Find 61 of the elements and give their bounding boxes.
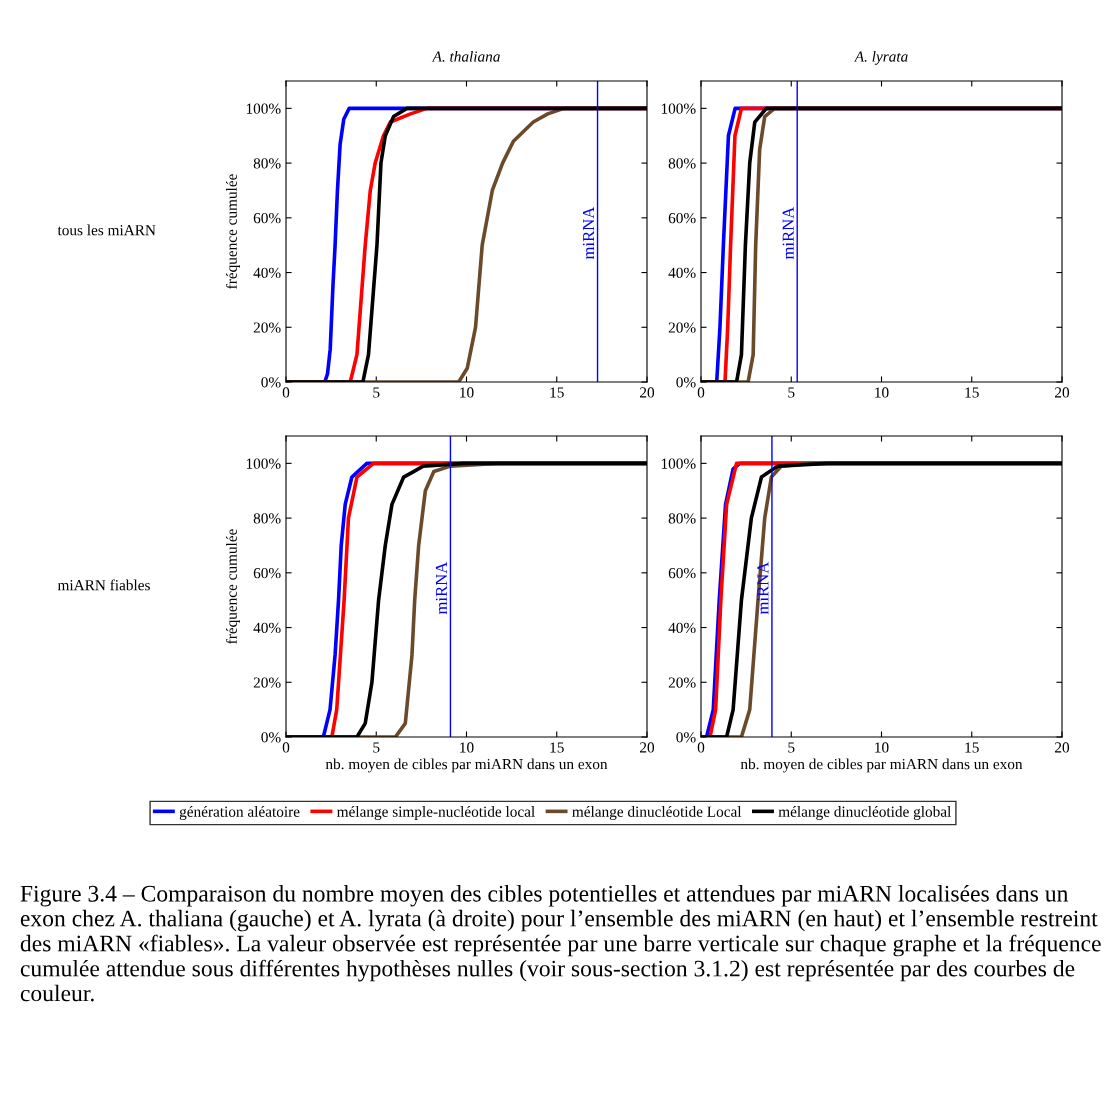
- x-tick-label: 15: [550, 387, 564, 398]
- y-tick-label: 60%: [253, 567, 281, 579]
- x-tick-label: 5: [788, 742, 795, 753]
- y-tick-label: 40%: [253, 267, 281, 279]
- ref-line-label: miRNA: [582, 206, 594, 260]
- x-tick-label: 20: [640, 742, 655, 753]
- y-tick-label: 80%: [253, 158, 281, 169]
- x-tick-label: 10: [875, 742, 889, 753]
- x-tick-label: 5: [373, 387, 380, 398]
- y-tick-label: 80%: [668, 158, 696, 169]
- x-tick-label: 0: [697, 387, 705, 398]
- y-tick-label: 40%: [253, 622, 281, 634]
- y-axis-title: fréquence cumulée: [225, 174, 240, 289]
- y-tick-label: 100%: [661, 458, 696, 469]
- x-tick-label: 5: [788, 387, 795, 398]
- y-tick-label: 80%: [668, 513, 696, 524]
- y-axis-title: fréquence cumulée: [225, 529, 240, 644]
- y-tick-label: 0%: [261, 377, 281, 388]
- y-tick-label: 0%: [676, 732, 696, 743]
- x-tick-label: 10: [460, 742, 474, 753]
- text: miARN fiables: [57, 579, 150, 591]
- x-tick-label: 20: [640, 387, 655, 398]
- ref-line-label: miRNA: [782, 206, 794, 260]
- x-tick-label: 20: [1055, 387, 1070, 398]
- y-tick-label: 60%: [668, 212, 696, 224]
- y-tick-label: 20%: [668, 322, 696, 333]
- x-tick-label: 15: [965, 387, 979, 398]
- y-tick-label: 100%: [661, 103, 696, 114]
- y-tick-label: 20%: [668, 677, 696, 688]
- x-tick-label: 10: [875, 387, 889, 398]
- y-tick-label: 100%: [246, 458, 281, 469]
- ref-line-label: miRNA: [757, 561, 769, 615]
- x-tick-label: 0: [282, 742, 290, 753]
- y-tick-label: 40%: [668, 267, 696, 279]
- legend-label: mélange dinucléotide Local: [572, 806, 742, 820]
- chart-title: A. lyrata: [853, 50, 908, 65]
- legend-label: génération aléatoire: [179, 806, 300, 820]
- legend-label: mélange dinucléotide global: [778, 806, 952, 820]
- y-tick-label: 60%: [668, 567, 696, 579]
- x-axis-title: nb. moyen de cibles par miARN dans un exon: [740, 758, 1023, 773]
- y-tick-label: 20%: [253, 677, 281, 688]
- y-tick-label: 80%: [253, 513, 281, 524]
- caption: Figure 3.4 – Comparaison du nombre moyen des cibles potentielles et attendues par miARN localisées dans un exon chez A. thaliana (gauche) et A. lyrata (à droite) pour l’ensemble des miARN (en haut) et l’ensemble restreint des miARN «fiables». La valeur observée est représentée par une barre verticale sur chaque graphe et la fréquence cumulée attendue sous différentes hypothèses nulles (voir sous-section 3.1.2) est représentée par des courbes de couleur.: [20, 885, 1101, 1002]
- x-axis-title: nb. moyen de cibles par miARN dans un exon: [325, 758, 608, 773]
- x-tick-label: 15: [550, 742, 564, 753]
- y-tick-label: 0%: [676, 377, 696, 388]
- legend-label: mélange simple-nucléotide local: [336, 806, 535, 820]
- x-tick-label: 15: [965, 742, 979, 753]
- text: tous les miARN: [57, 224, 156, 236]
- x-tick-label: 20: [1055, 742, 1070, 753]
- chart-title: A. thaliana: [431, 50, 500, 62]
- y-tick-label: 40%: [668, 622, 696, 634]
- y-tick-label: 20%: [253, 322, 281, 333]
- x-tick-label: 10: [460, 387, 474, 398]
- y-tick-label: 0%: [261, 732, 281, 743]
- x-tick-label: 0: [697, 742, 705, 753]
- y-tick-label: 100%: [246, 103, 281, 114]
- x-tick-label: 0: [282, 387, 290, 398]
- x-tick-label: 5: [373, 742, 380, 753]
- ref-line-label: miRNA: [435, 561, 447, 615]
- y-tick-label: 60%: [253, 212, 281, 224]
